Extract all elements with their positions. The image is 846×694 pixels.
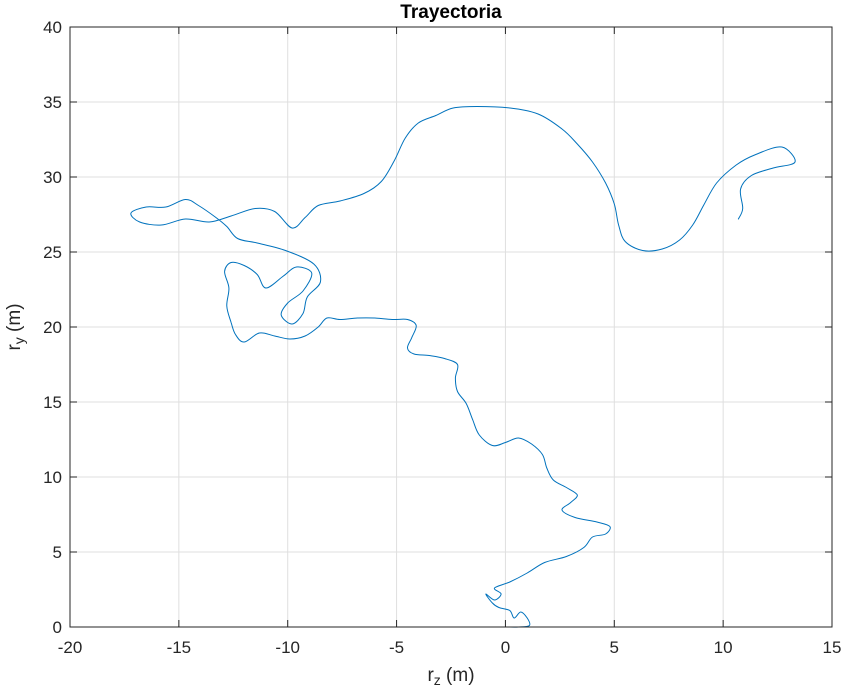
y-tick-label: 5: [53, 543, 62, 562]
y-tick-label: 10: [43, 468, 62, 487]
trajectory-line: [130, 106, 796, 628]
x-tick-label: 5: [610, 638, 619, 657]
y-tick-label: 35: [43, 93, 62, 112]
y-axis-label: ry (m): [4, 303, 27, 350]
y-tick-labels: 0 5 10 15 20 25 30 35 40: [43, 18, 62, 637]
x-tick-label: 0: [501, 638, 510, 657]
y-tick-label: 20: [43, 318, 62, 337]
x-tick-label: 15: [823, 638, 842, 657]
x-axis-label: rz (m): [427, 665, 474, 688]
x-tick-label: -20: [58, 638, 83, 657]
x-tick-label: 10: [714, 638, 733, 657]
y-tick-label: 15: [43, 393, 62, 412]
y-tick-label: 40: [43, 18, 62, 37]
ticks: [69, 26, 833, 628]
x-tick-label: -10: [275, 638, 300, 657]
plot-area: [130, 106, 796, 628]
y-tick-label: 25: [43, 243, 62, 262]
x-tick-label: -15: [167, 638, 192, 657]
y-tick-label: 30: [43, 168, 62, 187]
y-tick-label: 0: [53, 618, 62, 637]
chart-title: Trayectoria: [400, 2, 502, 23]
x-tick-label: -5: [389, 638, 404, 657]
x-tick-labels: -20 -15 -10 -5 0 5 10 15: [58, 638, 842, 657]
